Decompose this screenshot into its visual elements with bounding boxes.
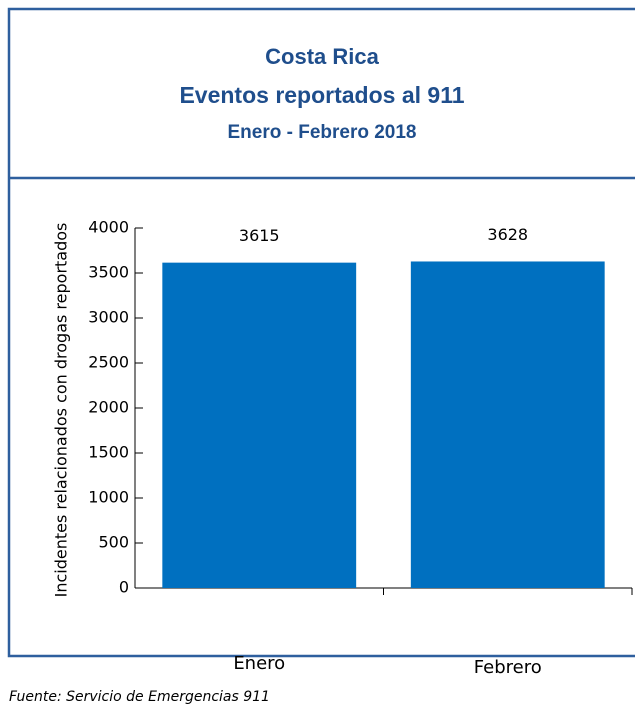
- y-tick-label: 0: [119, 578, 129, 597]
- bar: [410, 261, 605, 588]
- y-tick-label: 1500: [88, 443, 129, 462]
- y-tick-label: 2000: [88, 398, 129, 417]
- value-label: 3615: [239, 226, 280, 245]
- y-tick-label: 1000: [88, 488, 129, 507]
- source-note: Fuente: Servicio de Emergencias 911: [9, 689, 270, 705]
- value-label: 3628: [487, 225, 528, 244]
- chart-title: Costa Rica: [265, 44, 379, 69]
- chart-subtitle: Eventos reportados al 911: [179, 82, 464, 108]
- bar: [162, 262, 357, 588]
- y-tick-label: 500: [98, 533, 129, 552]
- y-tick-label: 3000: [88, 308, 129, 327]
- y-tick-label: 2500: [88, 353, 129, 372]
- chart-period: Enero - Febrero 2018: [227, 122, 416, 143]
- x-tick-label: Enero: [233, 653, 285, 674]
- y-axis-label: Incidentes relacionados con drogas repor…: [52, 223, 71, 598]
- y-tick-label: 4000: [88, 218, 129, 237]
- x-tick-label: Febrero: [474, 657, 542, 678]
- frame: [7, 7, 635, 658]
- y-tick-label: 3500: [88, 263, 129, 282]
